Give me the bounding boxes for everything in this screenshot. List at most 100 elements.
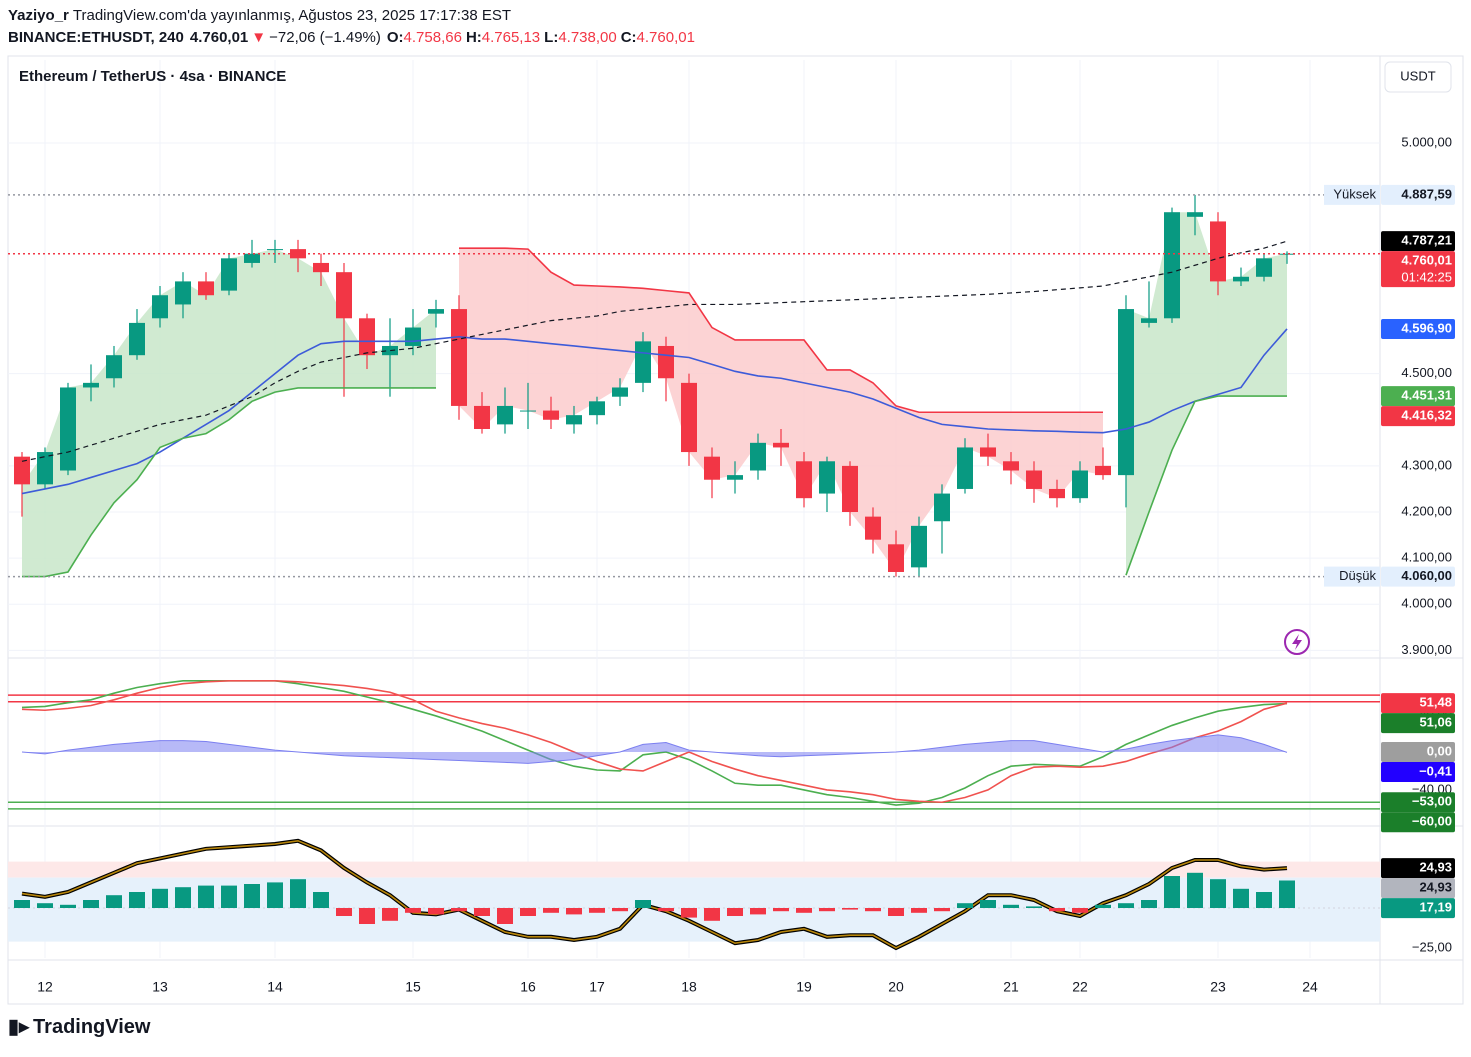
candle-body xyxy=(658,345,674,379)
price-badge xyxy=(1381,406,1455,427)
y-tick-label: −25,00 xyxy=(1412,939,1452,954)
candle-body xyxy=(382,345,398,356)
candle-body xyxy=(1141,318,1157,323)
histogram-bar xyxy=(1187,872,1203,908)
countdown: 01:42:25 xyxy=(1401,270,1452,285)
histogram-bar xyxy=(198,885,214,908)
candle-body xyxy=(83,382,99,388)
arrow: ▼ xyxy=(251,29,266,46)
price-badge-label: 4.596,90 xyxy=(1401,320,1452,335)
candle-body xyxy=(520,410,536,412)
candle-body xyxy=(1049,488,1065,499)
candle-body xyxy=(244,253,260,263)
price-badge xyxy=(1381,386,1455,407)
candle-body xyxy=(359,318,375,356)
candle-body xyxy=(1003,461,1019,471)
trend-fill xyxy=(22,249,436,577)
area xyxy=(22,734,1287,764)
histogram-bar xyxy=(1256,892,1272,908)
price-badge-label: −0,41 xyxy=(1419,763,1452,778)
price-badge-label: 4.760,01 xyxy=(1401,253,1452,268)
histogram-bar xyxy=(520,908,536,916)
ohlc-key: H: xyxy=(466,29,482,46)
candle-body xyxy=(566,415,582,425)
indicator-line xyxy=(1125,395,1287,576)
candle-body xyxy=(405,327,421,346)
histogram-bar xyxy=(888,908,904,916)
y-tick-label: 4.500,00 xyxy=(1401,365,1452,380)
logo-mark: ▮▸ xyxy=(8,1016,30,1038)
candle-body xyxy=(888,544,904,572)
y-tick-label: 4.000,00 xyxy=(1401,596,1452,611)
indicator-line xyxy=(459,247,1103,414)
price-badge xyxy=(1381,251,1455,288)
published: TradingView.com'da yayınlanmış, Ağustos … xyxy=(73,7,511,24)
ohlc-value: 4.738,00 xyxy=(558,29,616,46)
price-badge xyxy=(1381,566,1455,587)
alert-bolt xyxy=(1292,634,1302,650)
histogram-bar xyxy=(589,908,605,913)
currency-label[interactable]: USDT xyxy=(1400,68,1435,83)
histogram-bar xyxy=(635,900,651,908)
histogram-bar xyxy=(290,879,306,908)
area-line xyxy=(21,734,1288,764)
candle-body xyxy=(612,387,628,397)
price-badge-label: 4.060,00 xyxy=(1401,568,1452,583)
candle-body xyxy=(451,309,467,406)
x-tick-label: 15 xyxy=(405,979,421,995)
candle-body xyxy=(1164,212,1180,319)
histogram-bar xyxy=(911,908,927,913)
histogram-bar xyxy=(152,888,168,908)
histogram-bar xyxy=(566,908,582,915)
x-tick-label: 13 xyxy=(152,979,168,995)
histogram-bar xyxy=(1141,900,1157,908)
histogram-bar xyxy=(681,908,697,918)
ohlc-value: 4.760,01 xyxy=(637,29,695,46)
candle-body xyxy=(313,262,329,273)
currency-button[interactable] xyxy=(1384,61,1452,93)
candle-body xyxy=(152,295,168,319)
alert-icon[interactable] xyxy=(1284,629,1310,655)
x-tick-label: 24 xyxy=(1302,979,1318,995)
price-badge-label: 4.416,32 xyxy=(1401,408,1452,423)
caption-box xyxy=(1324,184,1380,205)
candle-body xyxy=(1256,258,1272,277)
histogram-bar xyxy=(796,908,812,913)
candle-body xyxy=(221,258,237,291)
histogram-bar xyxy=(267,882,283,908)
price-badge xyxy=(1381,898,1455,919)
candle-body xyxy=(589,401,605,416)
ohlc-key: O: xyxy=(387,29,404,46)
y-tick-label: 4.300,00 xyxy=(1401,457,1452,472)
candle-body xyxy=(980,447,996,457)
ohlc-key: L: xyxy=(544,29,558,46)
candle-body xyxy=(1026,470,1042,489)
histogram-bar xyxy=(1233,888,1249,908)
price-badge xyxy=(1381,231,1455,252)
histogram-bar xyxy=(14,900,30,908)
candle-body xyxy=(957,447,973,489)
ohlc-value: 4.758,66 xyxy=(404,29,462,46)
price-badge-label: −53,00 xyxy=(1412,794,1452,809)
candle-body xyxy=(14,456,30,485)
candle-body xyxy=(1210,221,1226,282)
histogram-bar xyxy=(336,908,352,916)
candle-body xyxy=(796,461,812,499)
signal-line xyxy=(21,839,1288,949)
histogram-bar xyxy=(60,904,76,908)
price-badge-label: 24,93 xyxy=(1419,860,1452,875)
candle-body xyxy=(336,272,352,319)
y-tick-label: 4.200,00 xyxy=(1401,503,1452,518)
price-badge-label: −60,00 xyxy=(1412,814,1452,829)
price-badge-label: 0,00 xyxy=(1427,743,1452,758)
histogram-bar xyxy=(612,908,628,912)
price-badge-label: 51,06 xyxy=(1419,715,1452,730)
candle-body xyxy=(1118,309,1134,476)
candle-body xyxy=(1095,465,1111,476)
histogram-bar xyxy=(543,908,559,913)
candle-body xyxy=(543,410,559,420)
y-tick-label: 3.900,00 xyxy=(1401,642,1452,657)
histogram-bar xyxy=(129,892,145,908)
x-tick-label: 17 xyxy=(589,979,605,995)
histogram-bar xyxy=(428,908,444,915)
